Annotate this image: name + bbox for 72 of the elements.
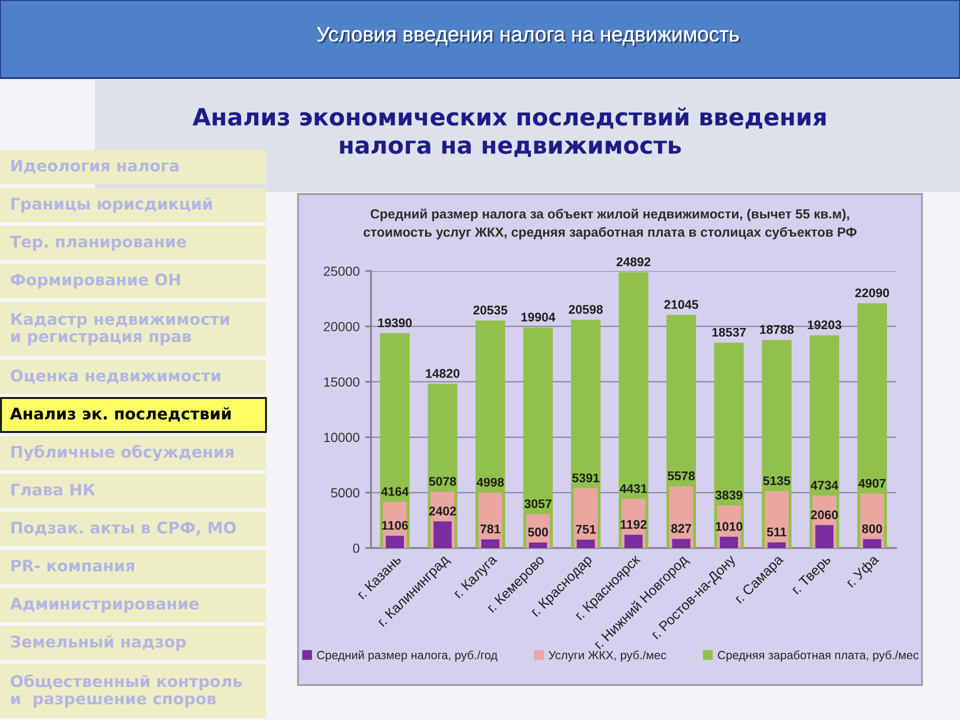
chart-title: Средний размер налога за объект жилой недвижимости, (вычет 55 кв.м), стоимость услуг ЖКХ, средняя заработная плата в столицах субъектов РФ xyxy=(364,208,856,240)
data-label: 20598 xyxy=(568,304,603,314)
data-label: 18537 xyxy=(712,328,746,337)
data-label: 4164 xyxy=(381,487,409,496)
bar xyxy=(528,542,548,548)
y-tick-label: 15000 xyxy=(324,377,360,387)
bar xyxy=(386,536,404,548)
legend-label: Средний размер налога, руб./год xyxy=(317,650,498,662)
data-label: 22090 xyxy=(855,288,890,298)
text: Тер. планирование xyxy=(10,236,186,251)
text: Земельный надзор xyxy=(11,635,186,651)
data-label: 18788 xyxy=(760,325,794,334)
bar xyxy=(863,539,882,548)
data-label: 24892 xyxy=(616,257,650,266)
text: Общественный контроль и разрешение споров xyxy=(10,674,242,708)
y-tick-label: 0 xyxy=(353,544,360,553)
text: Глава НК xyxy=(11,484,96,496)
data-label: 20535 xyxy=(473,306,508,315)
text: Подзак. акты в СРФ, МО xyxy=(11,522,236,536)
text: Анализ эк. последствий xyxy=(10,407,231,422)
data-label: 1106 xyxy=(382,520,408,530)
legend-label: Услуги ЖКХ, руб./мес xyxy=(548,650,666,662)
data-label: 4998 xyxy=(476,478,504,487)
y-tick-label: 20000 xyxy=(324,322,360,332)
bar xyxy=(768,542,786,548)
data-label: 19203 xyxy=(808,320,842,330)
y-tick-label: 5000 xyxy=(331,488,360,498)
data-label: 21045 xyxy=(664,300,698,309)
text: Границы юрисдикций xyxy=(11,197,212,213)
text: PR- компания xyxy=(11,560,134,572)
data-label: 5391 xyxy=(572,473,600,482)
bar xyxy=(720,536,738,548)
data-label: 19904 xyxy=(521,312,556,322)
y-tick-label: 10000 xyxy=(324,432,360,442)
x-tick-label: г. Уфа xyxy=(845,554,882,590)
text: Оценка недвижимости xyxy=(10,370,220,384)
bar xyxy=(434,521,452,548)
data-label: 751 xyxy=(576,525,596,534)
data-label: 800 xyxy=(862,524,882,534)
data-label: 14820 xyxy=(426,369,460,378)
text: Анализ экономических последствий введения налога на недвижимость xyxy=(192,107,826,157)
data-label: 5078 xyxy=(429,476,456,486)
data-label: 511 xyxy=(766,528,786,536)
data-label: 500 xyxy=(528,528,548,537)
bar xyxy=(624,534,643,548)
data-label: 3839 xyxy=(715,490,742,500)
text: Администрирование xyxy=(10,598,199,613)
data-label: 5578 xyxy=(668,471,695,480)
data-label: 1010 xyxy=(716,522,742,531)
data-label: 781 xyxy=(480,524,500,534)
bar xyxy=(672,538,690,548)
data-label: 19390 xyxy=(378,318,412,328)
data-label: 1192 xyxy=(620,520,647,529)
data-label: 4734 xyxy=(810,480,838,490)
y-tick-label: 25000 xyxy=(324,266,360,276)
data-label: 3057 xyxy=(524,499,552,508)
data-label: 2402 xyxy=(429,506,456,516)
text: Кадастр недвижимости и регистрация прав xyxy=(11,313,229,346)
bar xyxy=(815,525,834,548)
legend-label: Средняя заработная плата, руб./мес xyxy=(718,650,919,662)
bar xyxy=(576,540,595,548)
bar xyxy=(481,539,500,548)
data-label: 827 xyxy=(671,524,692,533)
data-label: 4907 xyxy=(858,478,886,488)
text: Публичные обсуждения xyxy=(11,444,234,462)
data-label: 5135 xyxy=(763,476,790,486)
text: Формирование ОН xyxy=(10,274,180,289)
text: Условия введения налога на недвижимость xyxy=(316,27,740,48)
bar xyxy=(764,491,789,548)
data-label: 2060 xyxy=(810,510,838,520)
data-label: 4431 xyxy=(620,484,648,493)
text: Идеология налога xyxy=(11,160,178,174)
